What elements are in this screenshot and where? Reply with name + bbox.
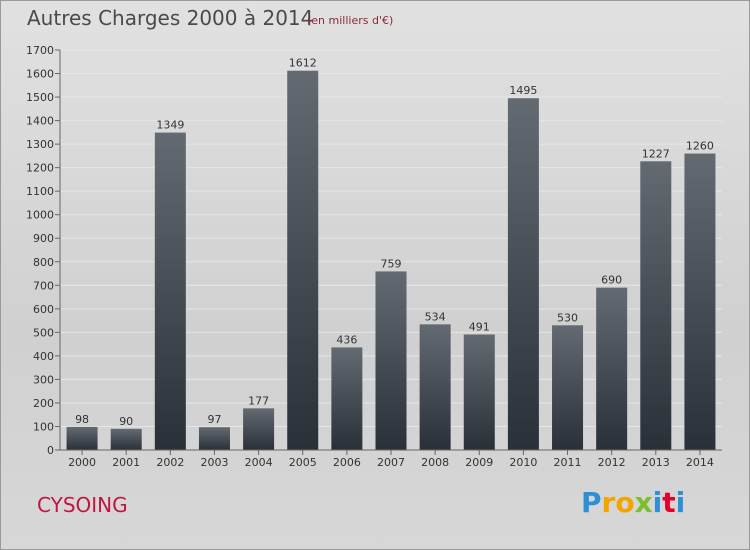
x-tick-label: 2011: [554, 456, 582, 469]
bar: [640, 161, 672, 450]
x-tick-label: 2014: [686, 456, 714, 469]
chart-title: Autres Charges 2000 à 2014: [27, 6, 314, 30]
y-tick-label: 900: [33, 232, 54, 245]
data-label: 1260: [686, 140, 714, 153]
data-label: 90: [119, 415, 133, 428]
x-tick-label: 2009: [465, 456, 493, 469]
bar: [110, 428, 142, 450]
y-tick-label: 300: [33, 373, 54, 386]
data-label: 1612: [289, 57, 317, 70]
logo-letter: t: [662, 486, 676, 519]
bar: [419, 324, 451, 450]
bar: [66, 426, 98, 450]
y-tick-label: 1700: [26, 44, 54, 57]
y-tick-label: 500: [33, 326, 54, 339]
x-tick-label: 2005: [289, 456, 317, 469]
bar: [552, 325, 584, 450]
x-tick-label: 2002: [156, 456, 184, 469]
data-label: 690: [601, 274, 622, 287]
data-label: 1227: [642, 147, 670, 160]
x-tick-label: 2004: [245, 456, 273, 469]
proxiti-logo: Proxiti: [581, 486, 685, 519]
data-label: 759: [381, 257, 402, 270]
y-tick-label: 1000: [26, 209, 54, 222]
bar: [287, 70, 319, 451]
y-tick-label: 1100: [26, 185, 54, 198]
logo-letter: i: [675, 486, 686, 519]
bar: [463, 334, 495, 450]
x-tick-label: 2008: [421, 456, 449, 469]
data-label: 534: [425, 310, 446, 323]
x-tick-label: 2012: [598, 456, 626, 469]
x-tick-label: 2000: [68, 456, 96, 469]
y-tick-label: 600: [33, 303, 54, 316]
logo-letter: i: [652, 486, 663, 519]
data-label: 530: [557, 311, 578, 324]
bar: [375, 271, 407, 450]
bar: [507, 98, 539, 450]
x-tick-label: 2013: [642, 456, 670, 469]
x-tick-label: 2006: [333, 456, 361, 469]
data-label: 98: [75, 413, 89, 426]
x-tick-label: 2003: [200, 456, 228, 469]
data-label: 177: [248, 394, 269, 407]
logo-letter: o: [615, 486, 635, 519]
bar: [596, 287, 628, 450]
logo-letter: r: [601, 486, 616, 519]
data-label: 491: [469, 320, 490, 333]
y-tick-label: 200: [33, 397, 54, 410]
data-label: 97: [207, 413, 221, 426]
bar: [331, 347, 363, 450]
logo-letter: P: [581, 486, 602, 519]
y-tick-label: 700: [33, 279, 54, 292]
x-tick-label: 2007: [377, 456, 405, 469]
y-tick-label: 1200: [26, 162, 54, 175]
bar: [198, 427, 230, 450]
bar: [243, 408, 275, 450]
data-label: 1349: [156, 119, 184, 132]
y-tick-label: 1500: [26, 91, 54, 104]
y-tick-label: 1600: [26, 68, 54, 81]
data-label: 1495: [509, 84, 537, 97]
bar: [154, 132, 186, 450]
y-tick-label: 400: [33, 350, 54, 363]
y-tick-label: 0: [47, 444, 54, 457]
y-tick-label: 100: [33, 420, 54, 433]
place-name: CYSOING: [37, 493, 128, 517]
x-tick-label: 2001: [112, 456, 140, 469]
bar: [684, 153, 716, 450]
y-tick-label: 1400: [26, 115, 54, 128]
y-tick-label: 800: [33, 256, 54, 269]
y-tick-label: 1300: [26, 138, 54, 151]
chart-subtitle: (en milliers d'€): [307, 14, 394, 27]
x-tick-label: 2010: [509, 456, 537, 469]
data-label: 436: [336, 333, 357, 346]
logo-letter: x: [634, 486, 653, 519]
